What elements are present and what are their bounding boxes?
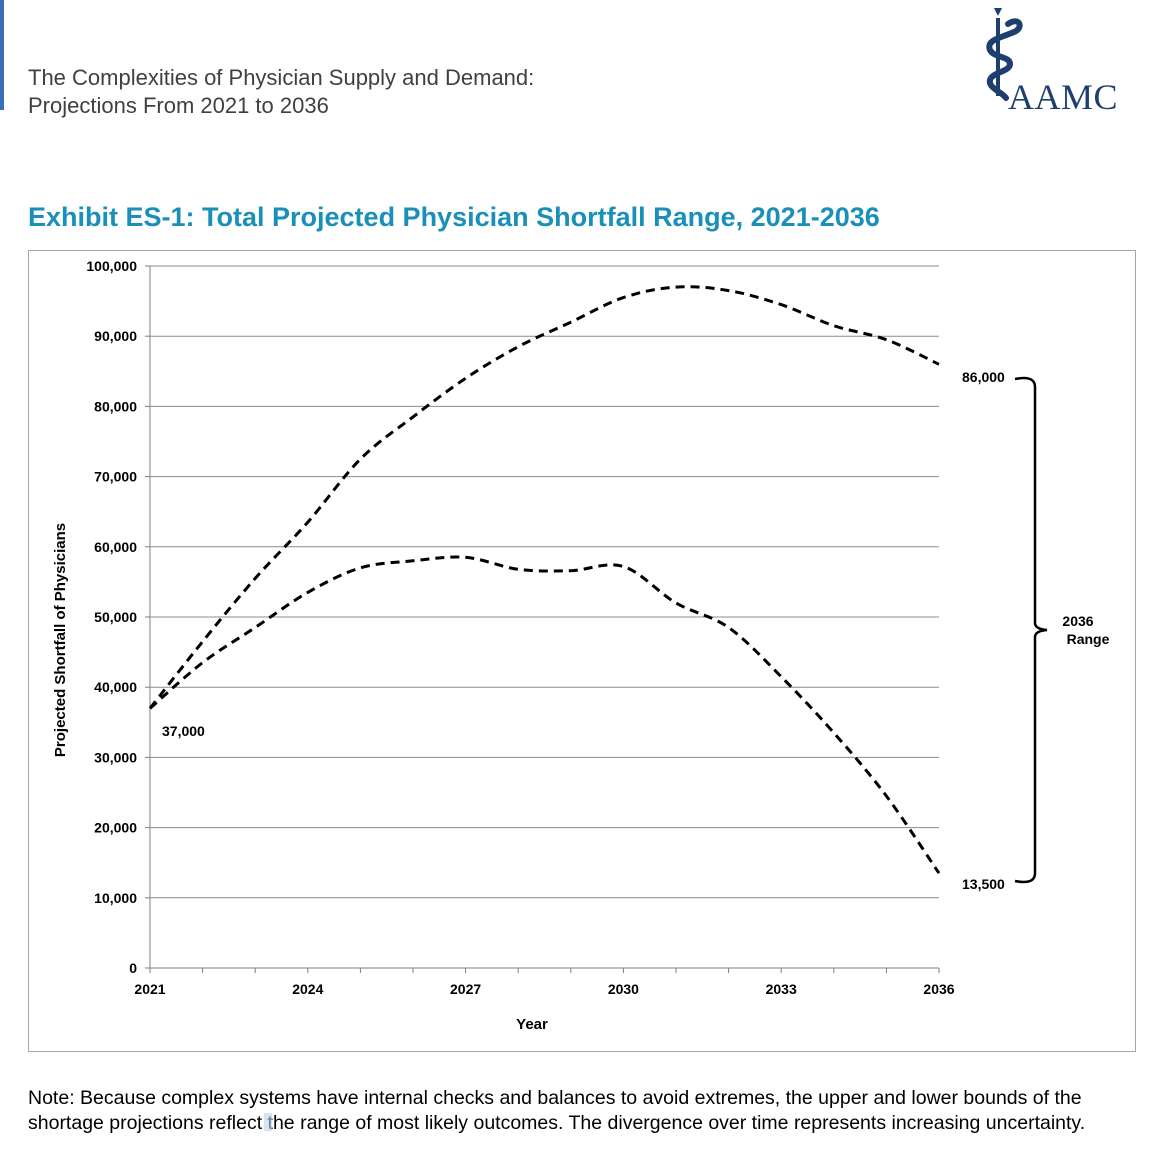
- document-title-line1: The Complexities of Physician Supply and…: [28, 65, 535, 90]
- note-text-part2: the range of most likely outcomes. The d…: [267, 1112, 1086, 1134]
- chart-note: Note: Because complex systems have inter…: [28, 1086, 1153, 1136]
- shortfall-chart: 0 10,000 20,000 30,000 40,000 50,000 60,000 70,…: [52, 258, 1110, 1033]
- aamc-staff-logo-icon: [986, 8, 1023, 101]
- y-tick-label: 90,000: [94, 328, 137, 344]
- x-axis-title: Year: [516, 1016, 548, 1033]
- header-accent-bar: [0, 0, 4, 110]
- y-tick-label: 40,000: [94, 679, 137, 695]
- note-text-part1: Note: Because complex systems have inter…: [28, 1087, 1082, 1134]
- x-tick-label: 2036: [923, 981, 954, 997]
- upper-bound-series-line: [148, 285, 940, 710]
- y-tick-label: 10,000: [94, 890, 137, 906]
- x-tick-label: 2027: [450, 981, 481, 997]
- lower-bound-series-line: [149, 555, 941, 875]
- y-tick-label: 60,000: [94, 539, 137, 555]
- y-tick-label: 100,000: [86, 258, 137, 274]
- text-cursor-highlight: [263, 1113, 272, 1131]
- exhibit-title: Exhibit ES-1: Total Projected Physician …: [28, 202, 880, 232]
- range-label-year: 2036: [1062, 613, 1093, 629]
- range-label-text: Range: [1067, 631, 1110, 647]
- aamc-logo-text: AAMC: [1008, 77, 1119, 117]
- x-tick-label: 2033: [766, 981, 797, 997]
- y-tick-label: 50,000: [94, 609, 137, 625]
- y-tick-label: 70,000: [94, 469, 137, 485]
- x-tick-label: 2021: [134, 981, 165, 997]
- document-title: The Complexities of Physician Supply and…: [28, 64, 534, 120]
- x-tick-label: 2024: [292, 981, 323, 997]
- start-value-label: 37,000: [162, 723, 205, 739]
- y-tick-label: 80,000: [94, 398, 137, 414]
- chart-frame: 0 10,000 20,000 30,000 40,000 50,000 60,000 70,…: [28, 250, 1136, 1052]
- y-tick-label: 30,000: [94, 749, 137, 765]
- upper-end-value-label: 86,000: [962, 369, 1005, 385]
- x-tick-label: 2030: [608, 981, 639, 997]
- document-title-line2: Projections From 2021 to 2036: [28, 93, 329, 118]
- y-tick-label: 0: [129, 960, 137, 976]
- y-axis-title: Projected Shortfall of Physicians: [52, 523, 69, 757]
- lower-end-value-label: 13,500: [962, 876, 1005, 892]
- range-bracket: [1014, 376, 1048, 884]
- y-tick-label: 20,000: [94, 820, 137, 836]
